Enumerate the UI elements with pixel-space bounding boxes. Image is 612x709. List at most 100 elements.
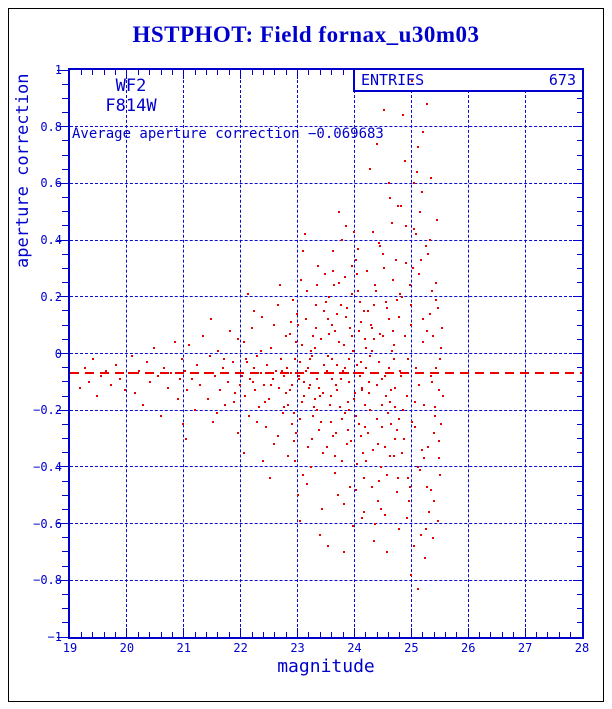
- scatter-point: [420, 190, 423, 193]
- scatter-point: [417, 383, 420, 386]
- scatter-point: [438, 457, 441, 460]
- scatter-point: [216, 349, 219, 352]
- scatter-point: [365, 460, 368, 463]
- y-minor-tick: [577, 324, 582, 326]
- scatter-point: [198, 383, 201, 386]
- scatter-point: [123, 389, 126, 392]
- scatter-point: [392, 358, 395, 361]
- scatter-point: [268, 477, 271, 480]
- scatter-point: [295, 312, 298, 315]
- x-minor-tick: [285, 70, 287, 75]
- scatter-point: [332, 250, 335, 253]
- scatter-point: [425, 329, 428, 332]
- scatter-point: [303, 233, 306, 236]
- scatter-point: [321, 392, 324, 395]
- scatter-point: [339, 372, 342, 375]
- scatter-point: [299, 278, 302, 281]
- x-minor-tick: [217, 70, 219, 75]
- y-minor-tick: [62, 381, 68, 383]
- scatter-point: [431, 380, 434, 383]
- scatter-point: [335, 363, 338, 366]
- scatter-point: [385, 395, 388, 398]
- scatter-point: [323, 363, 326, 366]
- scatter-point: [376, 417, 379, 420]
- scatter-point: [398, 369, 401, 372]
- scatter-point: [251, 326, 254, 329]
- scatter-point: [331, 378, 334, 380]
- scatter-point: [317, 386, 320, 389]
- x-minor-tick: [171, 632, 173, 637]
- scatter-point: [361, 451, 364, 454]
- scatter-point: [381, 378, 384, 380]
- x-minor-tick: [365, 632, 367, 637]
- scatter-point: [401, 295, 404, 298]
- scatter-point: [323, 372, 326, 375]
- scatter-point: [385, 550, 388, 553]
- scatter-point: [252, 366, 255, 369]
- scatter-point: [431, 536, 434, 539]
- y-minor-tick: [577, 253, 582, 255]
- y-minor-tick: [577, 423, 582, 425]
- scatter-point: [441, 395, 444, 398]
- scatter-point: [435, 219, 438, 222]
- y-minor-tick: [62, 438, 68, 440]
- scatter-point: [418, 210, 421, 213]
- scatter-point: [337, 281, 340, 284]
- scatter-point: [291, 423, 294, 426]
- scatter-point: [385, 474, 388, 477]
- scatter-point: [364, 346, 367, 349]
- scatter-point: [318, 429, 321, 432]
- scatter-point: [416, 171, 419, 174]
- scatter-point: [324, 273, 327, 276]
- scatter-point: [354, 392, 356, 395]
- scatter-point: [340, 417, 343, 420]
- x-major-tick: [126, 628, 128, 637]
- scatter-point: [391, 329, 394, 332]
- scatter-point: [346, 307, 349, 310]
- scatter-point: [359, 321, 362, 324]
- y-minor-tick: [62, 508, 68, 510]
- scatter-point: [245, 361, 248, 363]
- x-major-tick: [297, 70, 299, 79]
- gridline-horizontal: [70, 523, 582, 525]
- scatter-point: [377, 499, 380, 502]
- scatter-point: [284, 392, 287, 395]
- y-minor-tick: [577, 211, 582, 213]
- gridline-horizontal: [70, 353, 582, 354]
- x-minor-tick: [433, 632, 435, 637]
- scatter-point: [351, 292, 354, 295]
- scatter-point: [345, 315, 348, 318]
- y-minor-tick: [62, 225, 68, 227]
- scatter-point: [339, 304, 342, 307]
- x-major-tick: [240, 628, 242, 637]
- scatter-point: [408, 499, 411, 502]
- x-minor-tick: [319, 70, 321, 75]
- scatter-point: [435, 281, 438, 284]
- scatter-point: [303, 380, 306, 383]
- y-minor-tick: [62, 494, 68, 496]
- scatter-point: [288, 389, 291, 392]
- scatter-point: [357, 423, 360, 426]
- x-minor-tick: [115, 70, 116, 75]
- scatter-point: [369, 324, 372, 327]
- scatter-point: [160, 414, 163, 417]
- x-minor-tick: [217, 632, 219, 637]
- scatter-point: [367, 309, 370, 312]
- scatter-point: [350, 440, 353, 443]
- scatter-point: [232, 400, 235, 403]
- scatter-point: [290, 383, 293, 386]
- scatter-point: [410, 304, 413, 307]
- scatter-point: [149, 380, 152, 383]
- scatter-point: [441, 326, 444, 329]
- scatter-point: [387, 412, 389, 415]
- y-minor-tick: [577, 225, 582, 227]
- scatter-point: [191, 378, 194, 380]
- scatter-point: [346, 429, 349, 432]
- x-tick-label: 19: [62, 641, 78, 655]
- scatter-point: [256, 355, 259, 358]
- scatter-point: [348, 326, 351, 329]
- scatter-point: [400, 451, 403, 454]
- scatter-point: [378, 241, 381, 244]
- x-minor-tick: [422, 632, 424, 637]
- scatter-point: [310, 437, 313, 440]
